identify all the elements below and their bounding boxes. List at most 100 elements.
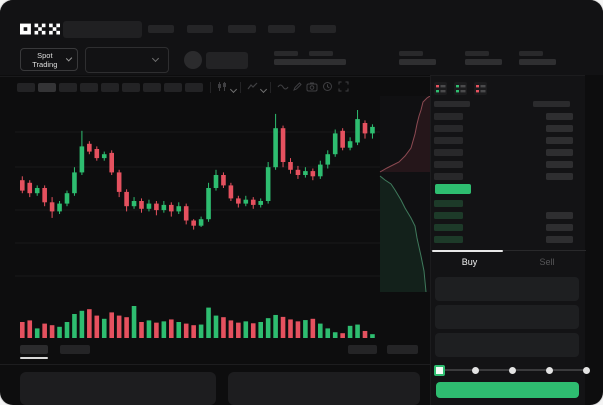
tab-buy[interactable]: Buy: [461, 257, 478, 267]
candlestick-chart[interactable]: [15, 96, 430, 294]
pair-name-placeholder: [206, 52, 248, 69]
bid-row[interactable]: [431, 212, 586, 219]
chart-toolbar: [0, 76, 430, 97]
toolbar-divider: [210, 82, 211, 93]
price-bar: [434, 113, 463, 120]
market-type-selector[interactable]: Spot Trading: [20, 48, 78, 71]
chevron-down-icon: [151, 54, 160, 63]
timeframe-pill[interactable]: [101, 83, 119, 92]
active-tab-indicator: [432, 250, 503, 252]
amount-bar: [546, 224, 573, 231]
price-bar: [434, 200, 463, 207]
price-bar: [434, 212, 463, 219]
book-view-both-icon[interactable]: [434, 82, 447, 95]
nav-item-placeholder[interactable]: [228, 25, 256, 33]
ticker-stat: [309, 51, 349, 65]
history-clock-icon[interactable]: [322, 81, 333, 92]
price-bar: [434, 125, 463, 132]
bottom-action[interactable]: [387, 345, 418, 354]
amount-bar: [546, 149, 573, 156]
nav-item-placeholder[interactable]: [310, 25, 336, 33]
price-bar: [434, 149, 463, 156]
price-bar: [434, 224, 463, 231]
nav-item-placeholder[interactable]: [268, 25, 295, 33]
divider: [0, 364, 430, 365]
amount-bar: [546, 113, 573, 120]
amount-bar: [546, 161, 573, 168]
timeframe-pill[interactable]: [80, 83, 98, 92]
timeframe-pill[interactable]: [59, 83, 77, 92]
chevron-down-icon[interactable]: [229, 84, 238, 95]
toolbar-divider: [270, 82, 271, 93]
price-input[interactable]: [435, 277, 579, 301]
ticker-stat: [274, 51, 314, 65]
ask-row[interactable]: [431, 137, 586, 144]
ask-row[interactable]: [431, 173, 586, 180]
slider-handle[interactable]: [434, 365, 445, 376]
chevron-down-icon: [65, 55, 73, 62]
book-view-asks-icon[interactable]: [474, 82, 487, 95]
orders-panel-placeholder: [20, 372, 216, 405]
amount-bar: [546, 173, 573, 180]
timeframe-pill[interactable]: [143, 83, 161, 92]
okx-logo[interactable]: OKX: [20, 21, 60, 38]
price-bar: [434, 173, 463, 180]
timeframe-pill[interactable]: [164, 83, 182, 92]
draw-pencil-icon[interactable]: [292, 81, 303, 92]
price-bar: [434, 137, 463, 144]
nav-item-placeholder[interactable]: [148, 25, 174, 33]
slider-stop[interactable]: [472, 367, 479, 374]
ticker-stat: [399, 51, 439, 65]
ask-row[interactable]: [431, 113, 586, 120]
book-view-bids-icon[interactable]: [454, 82, 467, 95]
amount-bar: [546, 125, 573, 132]
line-wave-icon[interactable]: [277, 81, 289, 92]
ticker-stat: [519, 51, 559, 65]
order-book-panel: Buy Sell: [430, 75, 590, 405]
okx-logo-icon: [20, 23, 60, 35]
last-price-highlight[interactable]: [435, 184, 471, 194]
bid-row[interactable]: [431, 236, 586, 243]
slider-stop[interactable]: [509, 367, 516, 374]
amount-bar: [546, 137, 573, 144]
amount-bar: [546, 212, 573, 219]
slider-stop[interactable]: [583, 367, 590, 374]
buy-submit-button[interactable]: [436, 382, 579, 398]
slider-stop[interactable]: [546, 367, 553, 374]
nav-item-placeholder[interactable]: [187, 25, 213, 33]
buy-sell-tabs: Buy Sell: [431, 250, 586, 273]
bottom-action[interactable]: [348, 345, 377, 354]
bottom-tab-active[interactable]: [20, 345, 48, 354]
pair-selector-dropdown[interactable]: [85, 47, 169, 73]
ask-row[interactable]: [431, 125, 586, 132]
screenshot-camera-icon[interactable]: [306, 81, 318, 92]
total-input[interactable]: [435, 333, 579, 357]
indicators-icon[interactable]: [247, 81, 258, 92]
depth-overlay: [379, 96, 430, 293]
price-bar: [434, 236, 463, 243]
amount-bar: [546, 236, 573, 243]
toolbar-divider: [240, 82, 241, 93]
history-panel-placeholder: [228, 372, 420, 405]
bid-row[interactable]: [431, 200, 586, 207]
amount-input[interactable]: [435, 305, 579, 329]
volume-bars: [20, 306, 375, 338]
ticker-stat: [465, 51, 505, 65]
fullscreen-icon[interactable]: [338, 81, 349, 92]
timeframe-pill[interactable]: [17, 83, 35, 92]
market-type-label: Spot Trading: [32, 50, 58, 69]
timeframe-pill[interactable]: [122, 83, 140, 92]
ask-row[interactable]: [431, 161, 586, 168]
bid-row[interactable]: [431, 224, 586, 231]
timeframe-pill[interactable]: [185, 83, 203, 92]
price-bar: [434, 161, 463, 168]
tab-sell[interactable]: Sell: [539, 257, 555, 267]
pair-icon-avatar[interactable]: [184, 51, 202, 69]
timeframe-pill-active[interactable]: [38, 83, 56, 92]
candle-type-icon[interactable]: [217, 81, 228, 92]
chevron-down-icon[interactable]: [259, 84, 268, 95]
search-input[interactable]: [63, 21, 142, 38]
ask-row[interactable]: [431, 149, 586, 156]
bottom-tab[interactable]: [60, 345, 90, 354]
